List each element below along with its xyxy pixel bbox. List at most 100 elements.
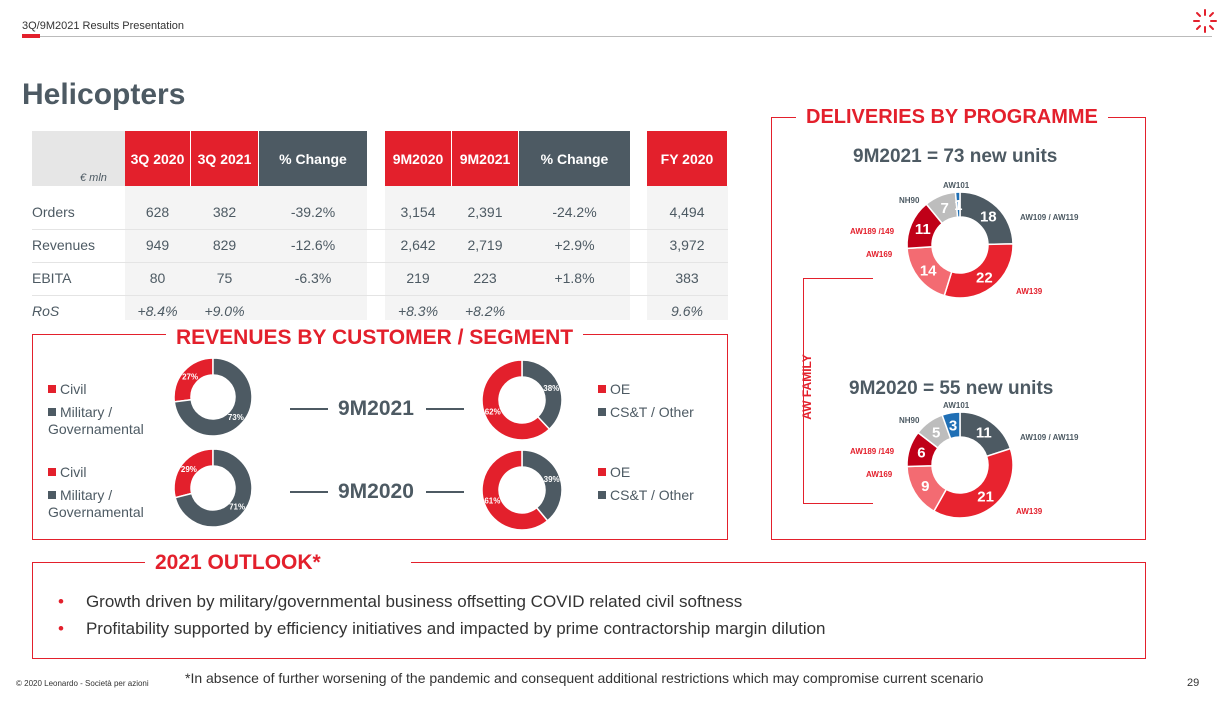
donut-slice: [481, 449, 549, 531]
legend-item: Military / Governamental: [48, 404, 144, 437]
period-label: 9M2020: [338, 480, 414, 503]
table-cell: +8.4%: [137, 303, 178, 319]
col-header: FY 2020: [647, 131, 727, 186]
period-label: 9M2021: [338, 397, 414, 420]
table-body-bg: [125, 186, 728, 320]
programme-label: AW109 / AW119: [1020, 213, 1079, 222]
table-cell: 2,391: [467, 204, 503, 220]
legend-swatch: [598, 408, 606, 416]
family-bracket: [803, 278, 804, 503]
legend-item: Civil: [48, 381, 86, 398]
programme-label: AW189 /149: [850, 227, 895, 236]
donut-label: 22: [976, 270, 993, 287]
donut-label: 11: [915, 221, 931, 238]
table-cell: 3,154: [400, 204, 436, 220]
donut-label: 39%: [544, 475, 560, 484]
legend-item: OE: [598, 464, 630, 481]
row-label: Orders: [32, 204, 75, 220]
donut-label: 14: [920, 262, 937, 279]
programme-label: NH90: [899, 196, 920, 205]
footnote: *In absence of further worsening of the …: [185, 670, 984, 686]
outlook-panel: [32, 562, 1146, 659]
programme-label: NH90: [899, 416, 920, 425]
table-cell: 2,719: [467, 237, 503, 253]
legend-swatch: [48, 408, 56, 416]
col-header: 9M2021: [452, 131, 518, 186]
table-cell: 628: [145, 204, 170, 220]
donut-label: 11: [976, 424, 992, 441]
legend-swatch: [48, 468, 56, 476]
donut-slice: [521, 449, 563, 522]
arrow-right-icon: [426, 408, 464, 410]
deliveries-2020-title: 9M2020 = 55 new units: [849, 378, 1054, 399]
legend-swatch: [598, 468, 606, 476]
arrow-right-icon: [426, 491, 464, 493]
donut-label: 73%: [228, 413, 244, 422]
programme-label: AW101: [943, 401, 970, 410]
programme-label: AW189 /149: [850, 447, 895, 456]
table-cell: 829: [212, 237, 237, 253]
table-cell: 75: [216, 270, 233, 286]
donut-label: 38%: [543, 384, 559, 393]
revenues-title: REVENUES BY CUSTOMER / SEGMENT: [166, 326, 584, 350]
donut-label: 71%: [229, 502, 245, 511]
legend-item: Civil: [48, 464, 86, 481]
page-title: Helicopters: [22, 78, 186, 111]
arrow-left-icon: [290, 408, 328, 410]
outlook-title: 2021 OUTLOOK*: [145, 551, 411, 575]
table-cell: +8.2%: [464, 303, 506, 319]
table-cell: -12.6%: [290, 237, 336, 253]
donut-slice: [481, 359, 551, 441]
table-cell: 383: [675, 270, 699, 286]
legend-swatch: [48, 491, 56, 499]
table-cell: 382: [212, 204, 237, 220]
donut-label: 18: [980, 208, 997, 225]
donut-label: 29%: [181, 465, 197, 474]
presentation-title: 3Q/9M2021 Results Presentation: [22, 20, 185, 32]
donut-label: 3: [949, 417, 957, 434]
programme-label: AW109 / AW119: [1020, 433, 1079, 442]
col-header: 9M2020: [385, 131, 451, 186]
table-cell: -39.2%: [290, 204, 336, 220]
copyright: © 2020 Leonardo - Società per azioni: [16, 679, 149, 688]
legend-item: CS&T / Other: [598, 404, 718, 421]
legend-swatch: [48, 385, 56, 393]
table-cell: 219: [406, 270, 430, 286]
legend-swatch: [598, 385, 606, 393]
legend-item: CS&T / Other: [598, 487, 718, 504]
donut-label: 21: [977, 489, 994, 506]
row-label: Revenues: [32, 237, 96, 253]
donut-label: 5: [932, 424, 940, 441]
programme-label: AW169: [866, 470, 893, 479]
col-header: % Change: [259, 131, 367, 186]
table-cell: +9.0%: [204, 303, 245, 319]
table-cell: 80: [149, 270, 166, 286]
table-cell: -24.2%: [552, 204, 597, 220]
table-corner: [32, 131, 125, 186]
donut-slice: [521, 359, 563, 431]
table-cell: 4,494: [669, 204, 705, 220]
header-divider: [22, 36, 1212, 37]
table-cell: -6.3%: [294, 270, 332, 286]
programme-label: AW169: [866, 250, 893, 259]
donut-slice: [932, 447, 1014, 519]
donut-label: 9: [921, 478, 929, 495]
arrow-left-icon: [290, 491, 328, 493]
outlook-bullet: • Growth driven by military/governmental …: [58, 592, 743, 611]
page-number: 29: [1187, 677, 1200, 689]
table-cell: +1.8%: [554, 270, 595, 286]
legend-item: Military / Governamental: [48, 487, 144, 520]
leonardo-logo-icon: [1193, 9, 1217, 33]
col-header: 3Q 2021: [191, 131, 258, 186]
donut-label: 1: [954, 197, 962, 214]
deliveries-2021-title: 9M2021 = 73 new units: [853, 146, 1058, 167]
outlook-bullet: • Profitability supported by efficiency i…: [58, 619, 826, 638]
table-cell: 223: [473, 270, 497, 286]
table-cell: 2,642: [400, 237, 436, 253]
table-cell: 949: [145, 237, 170, 253]
donut-label: 62%: [485, 407, 501, 416]
donut-label: 27%: [182, 373, 198, 382]
col-header: % Change: [519, 131, 630, 186]
donut-label: 6: [917, 445, 925, 462]
